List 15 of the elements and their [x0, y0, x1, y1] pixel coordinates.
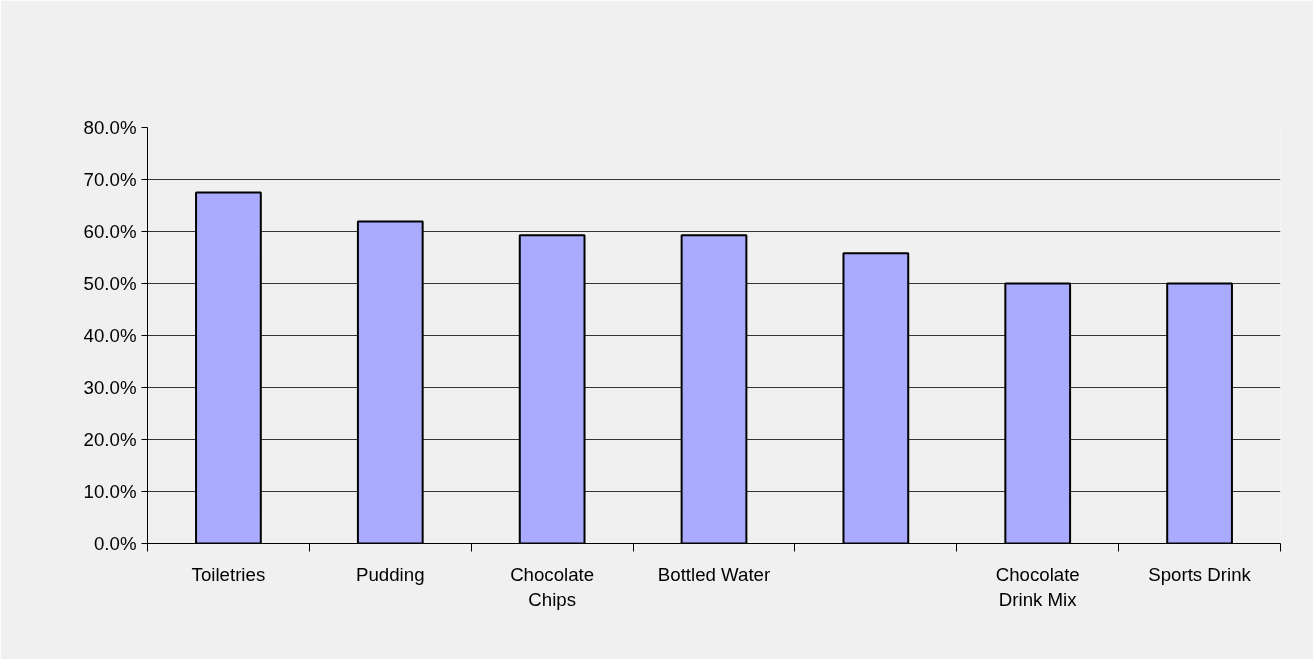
- y-tick-label: 20.0%: [83, 429, 137, 450]
- x-tick-label: Bottled Water: [657, 563, 771, 585]
- x-tick-label: Pudding: [356, 563, 425, 585]
- x-tick-label: Sports Drink: [1148, 563, 1252, 585]
- y-tick-label: 40.0%: [83, 325, 137, 346]
- y-tick-label: 60.0%: [83, 221, 137, 242]
- x-tick-label: Chocolate Chips: [510, 563, 595, 610]
- x-tick-label: Toiletries: [191, 563, 266, 585]
- y-tick-label: 10.0%: [83, 481, 137, 502]
- y-tick-label: 80.0%: [83, 117, 137, 138]
- y-tick-label: 50.0%: [83, 273, 137, 294]
- x-tick-label: Chocolate Drink Mix: [995, 563, 1080, 610]
- y-tick-label: 70.0%: [83, 169, 137, 190]
- y-tick-label: 30.0%: [83, 377, 137, 398]
- y-tick-label: 0.0%: [93, 533, 137, 554]
